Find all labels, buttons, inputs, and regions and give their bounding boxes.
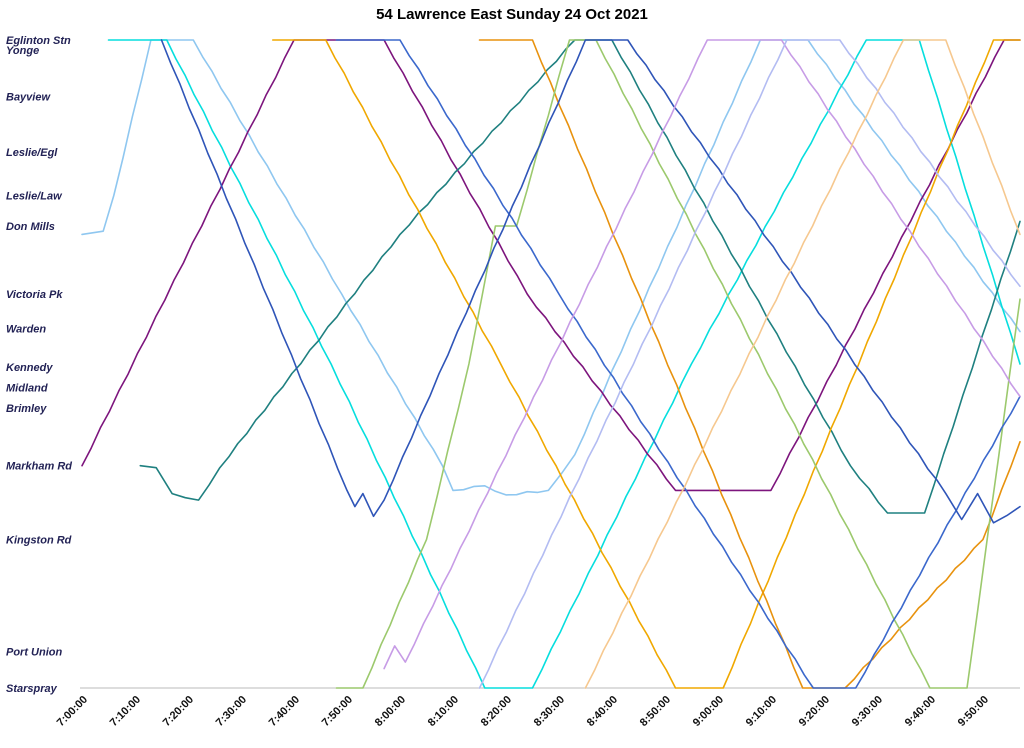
x-axis-tick-label: 9:10:00 xyxy=(744,694,779,729)
x-axis-tick-label: 7:20:00 xyxy=(161,694,196,729)
trip-line-run-1-light-blue xyxy=(81,39,1021,496)
x-axis-tick-label: 8:00:00 xyxy=(373,694,408,729)
x-axis-tick-label: 7:30:00 xyxy=(214,694,249,729)
y-axis-stop-label: Warden xyxy=(6,323,46,335)
y-axis-stop-label: Leslie/Egl xyxy=(6,147,58,159)
x-axis-tick-label: 9:30:00 xyxy=(850,694,885,729)
chart-title: 54 Lawrence East Sunday 24 Oct 2021 xyxy=(376,6,648,23)
x-axis-tick-label: 8:30:00 xyxy=(532,694,567,729)
trip-line-run-5-orange xyxy=(271,39,1021,689)
trip-line-run-10-lavender xyxy=(383,39,1021,670)
x-axis-tick-label: 8:10:00 xyxy=(426,694,461,729)
x-axis-tick-label: 7:50:00 xyxy=(320,694,355,729)
x-axis-tick-label: 9:40:00 xyxy=(903,694,938,729)
x-axis-tick-label: 9:00:00 xyxy=(691,694,726,729)
x-axis-tick-label: 9:20:00 xyxy=(797,694,832,729)
x-axis-tick-label: 8:50:00 xyxy=(638,694,673,729)
x-axis-tick-label: 7:40:00 xyxy=(267,694,302,729)
x-axis-tick-label: 9:50:00 xyxy=(956,694,991,729)
trip-line-run-11-periwinkle xyxy=(478,39,1021,689)
y-axis-stop-label: Don Mills xyxy=(6,221,55,233)
x-axis-tick-label: 7:10:00 xyxy=(108,694,143,729)
y-axis-stop-label: Markham Rd xyxy=(6,461,72,473)
trip-line-run-6-dark-orange xyxy=(478,39,1021,689)
trip-line-run-3-purple xyxy=(81,39,1021,492)
y-axis-stop-label: Victoria Pk xyxy=(6,289,63,301)
trip-line-run-2-cyan xyxy=(107,39,1021,689)
y-axis-stop-label: Port Union xyxy=(6,647,62,659)
y-axis-stop-label: Leslie/Law xyxy=(6,191,63,203)
x-axis-tick-label: 8:20:00 xyxy=(479,694,514,729)
x-axis-tick-label: 8:40:00 xyxy=(585,694,620,729)
y-axis-stop-label: Kingston Rd xyxy=(6,535,72,547)
y-axis-stop-label: Kennedy xyxy=(6,362,53,374)
y-axis-stop-label: Eglinton Stn Yonge xyxy=(6,35,71,57)
trip-line-run-8-royal-blue xyxy=(335,39,1021,689)
y-axis-stop-label: Brimley xyxy=(6,403,47,415)
y-axis-stop-label: Bayview xyxy=(6,91,51,103)
trip-line-run-9-royal-blue-b xyxy=(160,39,1021,524)
y-axis-stop-label: Midland xyxy=(6,382,48,394)
x-axis-tick-label: 7:00:00 xyxy=(55,694,90,729)
y-axis-stop-label: Starspray xyxy=(6,683,58,695)
trip-line-run-12-light-orange xyxy=(584,39,1021,689)
